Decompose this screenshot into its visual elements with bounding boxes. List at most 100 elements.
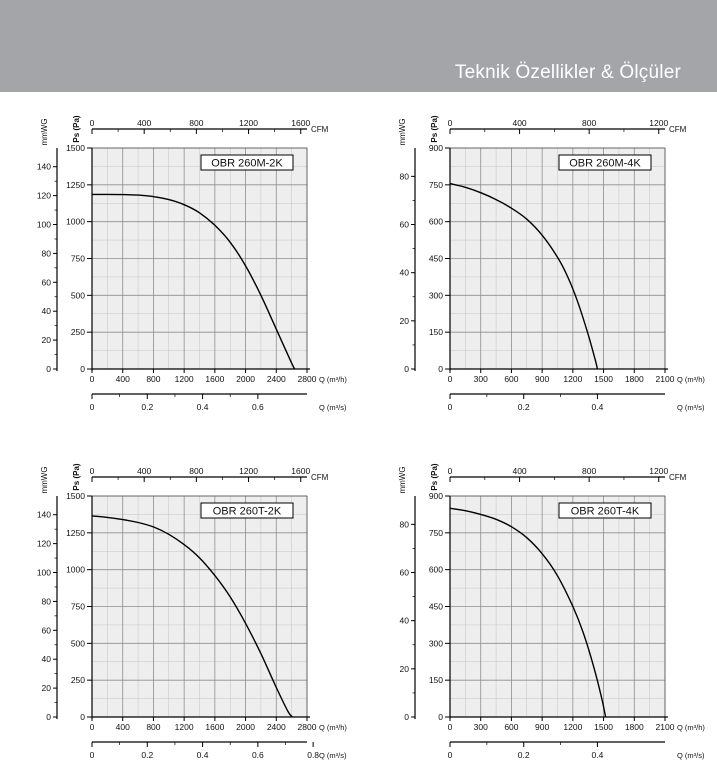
y-tick-label: 250	[71, 327, 85, 337]
cfm-tick-label: 400	[512, 118, 526, 128]
qs-tick-label: 0.4	[592, 402, 604, 412]
x-tick-label: 1500	[594, 722, 613, 732]
x-tick-label: 1200	[563, 374, 582, 384]
y-tick-label: 0	[438, 364, 443, 374]
mmwg-tick-label: 0	[404, 364, 409, 374]
mmwg-tick-label: 20	[400, 316, 410, 326]
cfm-tick-label: 800	[189, 118, 203, 128]
x-tick-label: 2000	[236, 374, 255, 384]
x-tick-label: 2800	[298, 722, 317, 732]
model-label-box	[558, 502, 652, 519]
cfm-tick-label: 800	[582, 118, 596, 128]
qs-tick-label: 0	[90, 402, 95, 412]
y-tick-label: 0	[438, 712, 443, 722]
qs-tick-label: 0	[90, 750, 95, 760]
y-tick-label: 500	[71, 638, 85, 648]
qs-axis-label: Q (m³/s)	[319, 751, 347, 760]
y-tick-label: 1500	[66, 491, 85, 501]
x-tick-label: 1600	[205, 374, 224, 384]
mmwg-tick-label: 80	[42, 596, 52, 606]
cfm-tick-label: 800	[189, 466, 203, 476]
qs-tick-label: 0.4	[197, 402, 209, 412]
x-tick-label: 1800	[625, 374, 644, 384]
model-label-box	[200, 502, 294, 519]
performance-curve	[91, 193, 296, 370]
x-tick-label: 2100	[656, 722, 675, 732]
y-axis-label: Ps (Pa)	[72, 463, 81, 490]
cfm-tick-label: 400	[512, 466, 526, 476]
y-tick-label: 250	[71, 675, 85, 685]
cfm-axis-label: CFM	[669, 473, 687, 482]
header-banner: Teknik Özellikler & Ölçüler	[0, 0, 717, 92]
x-axis-label: Q (m³/h)	[677, 375, 705, 384]
x-tick-label: 0	[448, 374, 453, 384]
y-tick-label: 1250	[66, 528, 85, 538]
x-tick-label: 400	[116, 374, 130, 384]
y-tick-label: 450	[429, 602, 443, 612]
cfm-tick-label: 400	[137, 118, 151, 128]
x-tick-label: 0	[90, 374, 95, 384]
qs-tick-label: 0	[448, 402, 453, 412]
y-tick-label: 600	[429, 565, 443, 575]
cfm-axis-label: CFM	[311, 125, 329, 134]
mmwg-tick-label: 100	[37, 568, 51, 578]
qs-tick-label: 0.2	[141, 402, 153, 412]
qs-axis-label: Q (m³/s)	[677, 403, 705, 412]
qs-tick-label: 0.4	[592, 750, 604, 760]
cfm-tick-label: 1600	[291, 118, 310, 128]
x-tick-label: 2000	[236, 722, 255, 732]
y-axis-label: Ps (Pa)	[72, 115, 81, 142]
y-tick-label: 150	[429, 675, 443, 685]
mmwg-tick-label: 120	[37, 539, 51, 549]
mmwg-axis-label: mmWG	[398, 118, 407, 145]
y-tick-label: 1000	[66, 217, 85, 227]
x-tick-label: 300	[474, 722, 488, 732]
x-tick-label: 0	[448, 722, 453, 732]
y-tick-label: 600	[429, 217, 443, 227]
mmwg-tick-label: 60	[400, 568, 410, 578]
cfm-tick-label: 1200	[239, 118, 258, 128]
model-label-box	[558, 154, 652, 171]
cfm-tick-label: 0	[448, 466, 453, 476]
x-tick-label: 1200	[175, 722, 194, 732]
y-tick-label: 1250	[66, 180, 85, 190]
y-tick-label: 0	[80, 712, 85, 722]
cfm-tick-label: 800	[582, 466, 596, 476]
mmwg-tick-label: 40	[42, 306, 52, 316]
x-tick-label: 900	[535, 374, 549, 384]
qs-tick-label: 0	[448, 750, 453, 760]
qs-axis-label: Q (m³/s)	[677, 751, 705, 760]
mmwg-axis-label: mmWG	[40, 118, 49, 145]
mmwg-tick-label: 100	[37, 220, 51, 230]
mmwg-tick-label: 60	[400, 220, 410, 230]
model-label: OBR 260M-2K	[211, 158, 283, 170]
qs-tick-label: 0.2	[518, 402, 530, 412]
cfm-tick-label: 1200	[239, 466, 258, 476]
cfm-tick-label: 1200	[649, 118, 668, 128]
mmwg-axis-label: mmWG	[40, 466, 49, 493]
x-tick-label: 1500	[594, 374, 613, 384]
cfm-axis-label: CFM	[311, 473, 329, 482]
cfm-tick-label: 1200	[649, 466, 668, 476]
x-tick-label: 2400	[267, 374, 286, 384]
cfm-tick-label: 0	[90, 466, 95, 476]
y-tick-label: 750	[71, 254, 85, 264]
cfm-axis-label: CFM	[669, 125, 687, 134]
y-tick-label: 300	[429, 290, 443, 300]
mmwg-tick-label: 60	[42, 625, 52, 635]
mmwg-tick-label: 140	[37, 162, 51, 172]
mmwg-tick-label: 140	[37, 510, 51, 520]
model-label: OBR 260T-4K	[571, 506, 640, 518]
x-tick-label: 400	[116, 722, 130, 732]
x-tick-label: 1200	[563, 722, 582, 732]
x-tick-label: 0	[90, 722, 95, 732]
qs-tick-label: 0.6	[252, 402, 264, 412]
y-tick-label: 900	[429, 491, 443, 501]
page-title: Teknik Özellikler & Ölçüler	[454, 62, 681, 83]
x-tick-label: 300	[474, 374, 488, 384]
mmwg-tick-label: 20	[42, 335, 52, 345]
y-tick-label: 450	[429, 254, 443, 264]
cfm-tick-label: 400	[137, 466, 151, 476]
